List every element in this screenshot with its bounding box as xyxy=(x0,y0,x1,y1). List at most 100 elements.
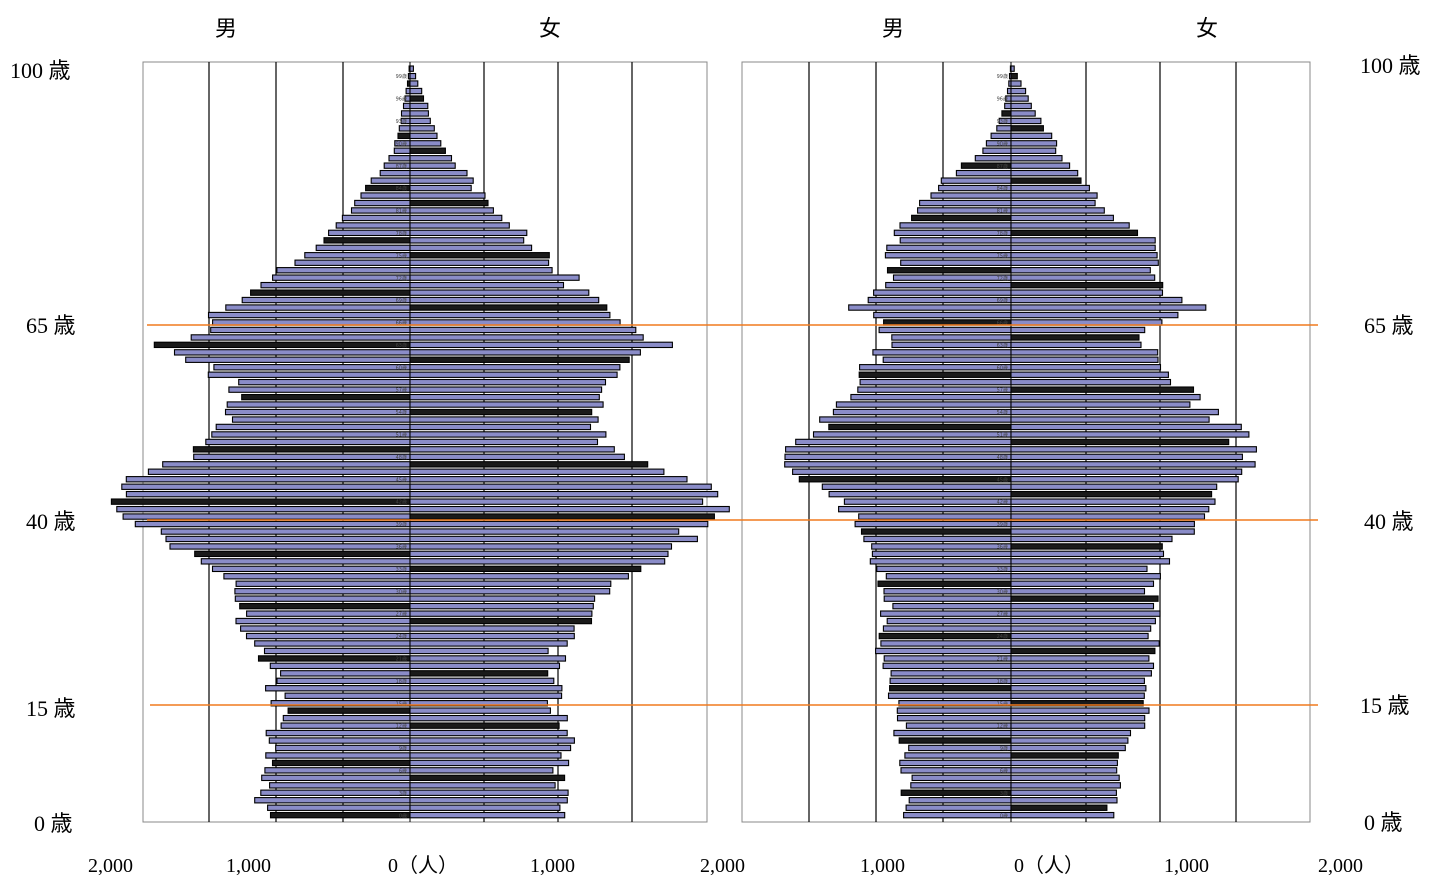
female-bar-age-24 xyxy=(1010,632,1149,640)
female-bar-age-50 xyxy=(1010,438,1230,446)
female-bar-age-100 xyxy=(409,65,414,72)
female-bar-age-82 xyxy=(1010,199,1096,207)
female-bar-age-65 xyxy=(409,326,637,334)
male-bar-age-20 xyxy=(269,662,411,670)
female-bar-age-24 xyxy=(409,632,575,640)
male-bar-age-14 xyxy=(896,707,1012,714)
female-bar-age-41 xyxy=(409,505,730,513)
male-bar-age-7 xyxy=(271,759,411,767)
male-bar-age-50 xyxy=(795,438,1012,446)
male-bar-age-20 xyxy=(882,662,1012,670)
female-bar-age-97 xyxy=(1010,87,1027,95)
female-bar-age-91 xyxy=(1010,132,1053,140)
plot-frame-right xyxy=(741,61,1311,823)
x-tick-right-2000: 2,000 xyxy=(1318,855,1363,877)
male-bar-age-94 xyxy=(1001,110,1012,117)
male-bar-age-5 xyxy=(261,774,411,782)
female-bar-age-57 xyxy=(1010,386,1195,393)
male-bar-age-41 xyxy=(116,505,411,513)
male-bar-age-88 xyxy=(974,155,1012,162)
age-tick-39: 39歳 xyxy=(396,521,407,528)
male-bar-age-18 xyxy=(889,677,1012,685)
age-tick-27: 27歳 xyxy=(997,611,1008,618)
age-tick-15: 15歳 xyxy=(396,700,407,707)
female-bar-age-0 xyxy=(1010,811,1115,819)
female-bar-age-15 xyxy=(409,700,548,707)
male-bar-age-68 xyxy=(225,304,411,311)
female-bar-age-53 xyxy=(1010,416,1210,423)
male-bar-age-10 xyxy=(268,737,411,744)
male-bar-age-24 xyxy=(245,632,411,640)
male-bar-age-28 xyxy=(892,602,1012,610)
female-bar-age-21 xyxy=(1010,655,1150,662)
male-bar-age-22 xyxy=(875,647,1012,655)
female-bar-age-18 xyxy=(409,677,555,685)
female-bar-age-54 xyxy=(409,408,593,416)
male-bar-age-26 xyxy=(886,617,1012,625)
female-bar-age-92 xyxy=(1010,125,1044,132)
female-bar-age-87 xyxy=(409,162,456,169)
male-bar-age-39 xyxy=(134,520,411,528)
male-bar-age-10 xyxy=(898,737,1012,744)
female-bar-age-29 xyxy=(409,595,596,602)
female-bar-age-79 xyxy=(409,222,510,229)
male-bar-age-85 xyxy=(940,177,1012,184)
male-bar-age-52 xyxy=(828,423,1012,431)
male-bar-age-3 xyxy=(900,789,1012,796)
female-bar-age-94 xyxy=(1010,110,1036,117)
male-bar-age-69 xyxy=(241,296,411,304)
male-bar-age-49 xyxy=(192,446,411,453)
male-bar-age-6 xyxy=(900,767,1012,774)
age-tick-99: 99歳 xyxy=(997,73,1008,80)
female-bar-age-91 xyxy=(409,132,438,140)
female-bar-age-18 xyxy=(1010,677,1145,685)
female-bar-age-64 xyxy=(409,334,644,341)
female-bar-age-100 xyxy=(1010,65,1015,72)
female-bar-age-10 xyxy=(409,737,575,744)
male-bar-age-55 xyxy=(226,401,411,408)
male-bar-age-32 xyxy=(223,573,411,580)
male-bar-age-0 xyxy=(903,811,1012,819)
female-bar-age-94 xyxy=(409,110,429,117)
age-tick-3: 3歳 xyxy=(1000,790,1008,797)
age-tick-12: 12歳 xyxy=(997,723,1008,730)
age-tick-90: 90歳 xyxy=(396,140,407,147)
male-bar-age-18 xyxy=(276,677,411,685)
age-tick-0: 0歳 xyxy=(1000,812,1008,819)
male-bar-age-6 xyxy=(264,767,411,774)
male-bar-age-67 xyxy=(873,311,1012,319)
male-bar-age-48 xyxy=(193,453,411,461)
age-tick-96: 96歳 xyxy=(997,96,1008,103)
age-tick-69: 69歳 xyxy=(997,297,1008,304)
male-bar-age-53 xyxy=(231,416,411,423)
female-bar-age-19 xyxy=(1010,670,1152,677)
female-bar-age-27 xyxy=(1010,610,1161,617)
age-tick-9: 9歳 xyxy=(1000,745,1008,752)
age-tick-3: 3歳 xyxy=(399,790,407,797)
age-label-65-right: 65 歳 xyxy=(1364,313,1414,338)
female-bar-age-65 xyxy=(1010,326,1146,334)
female-bar-age-40 xyxy=(409,513,715,520)
female-header-left: 女 xyxy=(539,16,561,41)
male-bar-age-47 xyxy=(162,461,411,468)
female-bar-age-45 xyxy=(1010,476,1239,483)
male-bar-age-21 xyxy=(883,655,1012,662)
bars-right xyxy=(784,65,1257,819)
male-bar-age-22 xyxy=(263,647,411,655)
age-tick-93: 93歳 xyxy=(396,118,407,125)
female-bar-age-5 xyxy=(409,774,566,782)
female-bar-age-74 xyxy=(409,259,550,266)
female-bar-age-63 xyxy=(1010,341,1142,349)
age-tick-36: 36歳 xyxy=(396,544,407,551)
male-bar-age-42 xyxy=(843,498,1012,505)
male-bar-age-23 xyxy=(880,640,1012,647)
male-bar-age-92 xyxy=(996,125,1012,132)
female-bar-age-5 xyxy=(1010,774,1120,782)
age-tick-21: 21歳 xyxy=(997,656,1008,663)
female-bar-age-82 xyxy=(409,199,489,207)
age-tick-33: 33歳 xyxy=(396,566,407,573)
female-bar-age-17 xyxy=(409,685,563,692)
male-bar-age-35 xyxy=(871,550,1012,558)
female-bar-age-95 xyxy=(1010,102,1032,110)
female-bar-age-97 xyxy=(409,87,423,95)
